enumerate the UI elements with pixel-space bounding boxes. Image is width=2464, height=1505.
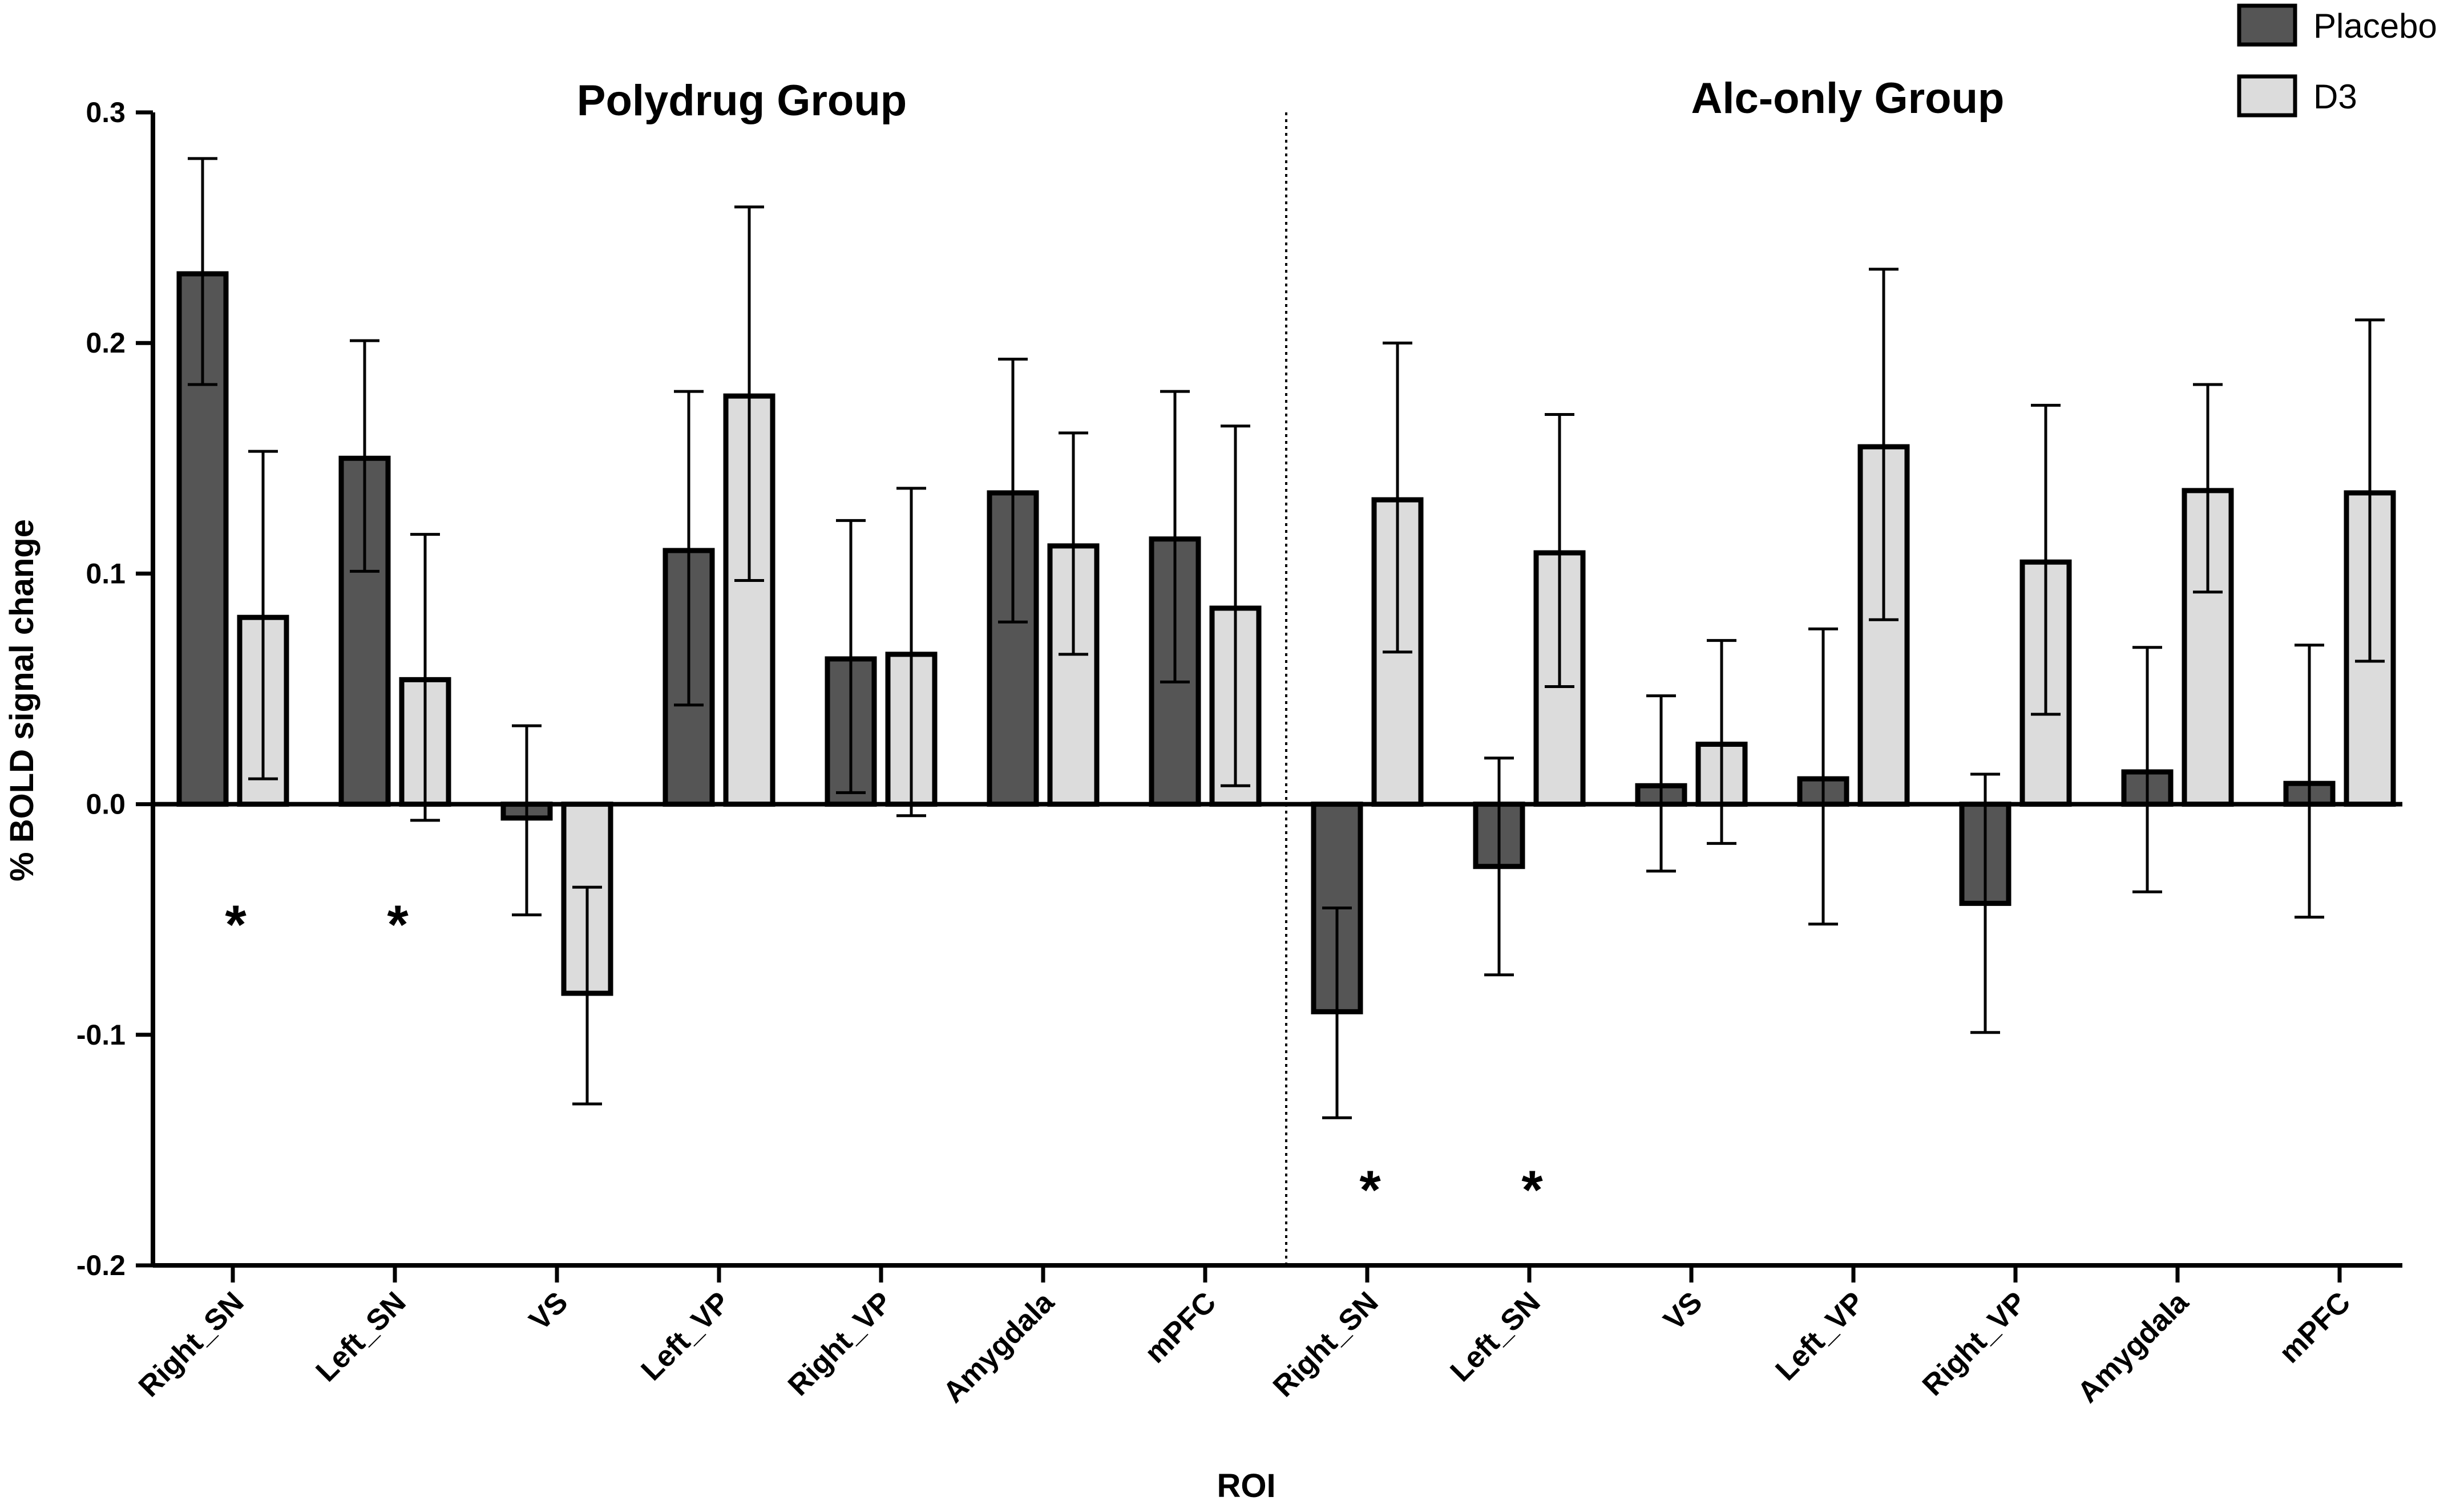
significance-marker-0: * (225, 894, 247, 955)
group-title-alc-only: Alc-only Group (1691, 74, 2005, 123)
legend-swatch-placebo (2237, 3, 2297, 47)
x-tick-label-2: VS (523, 1285, 574, 1337)
group-title-polydrug: Polydrug Group (577, 76, 907, 125)
x-tick-label-12: Amygdala (2071, 1285, 2196, 1410)
x-tick-label-7: Right_SN (1267, 1285, 1384, 1403)
significance-marker-1: * (387, 894, 409, 955)
y-axis-title: % BOLD signal change (3, 519, 41, 881)
y-tick-label-5: -0.2 (76, 1249, 126, 1281)
significance-marker-2: * (1359, 1159, 1381, 1220)
y-tick-label-2: 0.1 (86, 557, 126, 589)
axes-layer (136, 110, 2402, 1283)
legend: Placebo D3 (2237, 3, 2437, 118)
x-tick-label-3: Left_VP (635, 1285, 737, 1387)
y-tick-label-3: 0.0 (86, 788, 126, 820)
x-tick-label-10: Left_VP (1770, 1285, 1871, 1387)
y-tick-label-0: 0.3 (86, 96, 126, 128)
x-tick-label-0: Right_SN (132, 1285, 250, 1403)
x-tick-label-11: Right_VP (1916, 1285, 2033, 1402)
x-tick-label-4: Right_VP (782, 1285, 898, 1402)
x-tick-label-5: Amygdala (937, 1285, 1061, 1410)
significance-marker-3: * (1521, 1159, 1543, 1220)
x-axis-title: ROI (1217, 1467, 1275, 1504)
legend-label-d3: D3 (2313, 78, 2357, 116)
x-tick-label-13: mPFC (2273, 1285, 2357, 1369)
y-tick-label-4: -0.1 (76, 1019, 126, 1051)
error-bars-layer (188, 157, 2385, 1119)
y-tick-label-1: 0.2 (86, 327, 126, 359)
legend-label-placebo: Placebo (2313, 7, 2437, 45)
x-tick-label-1: Left_SN (310, 1285, 413, 1388)
x-tick-label-6: mPFC (1138, 1285, 1222, 1369)
x-tick-label-8: Left_SN (1444, 1285, 1547, 1388)
legend-swatch-d3 (2237, 74, 2297, 118)
x-tick-label-9: VS (1657, 1285, 1708, 1337)
